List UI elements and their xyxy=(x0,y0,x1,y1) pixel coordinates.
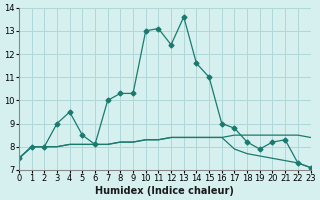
X-axis label: Humidex (Indice chaleur): Humidex (Indice chaleur) xyxy=(95,186,234,196)
